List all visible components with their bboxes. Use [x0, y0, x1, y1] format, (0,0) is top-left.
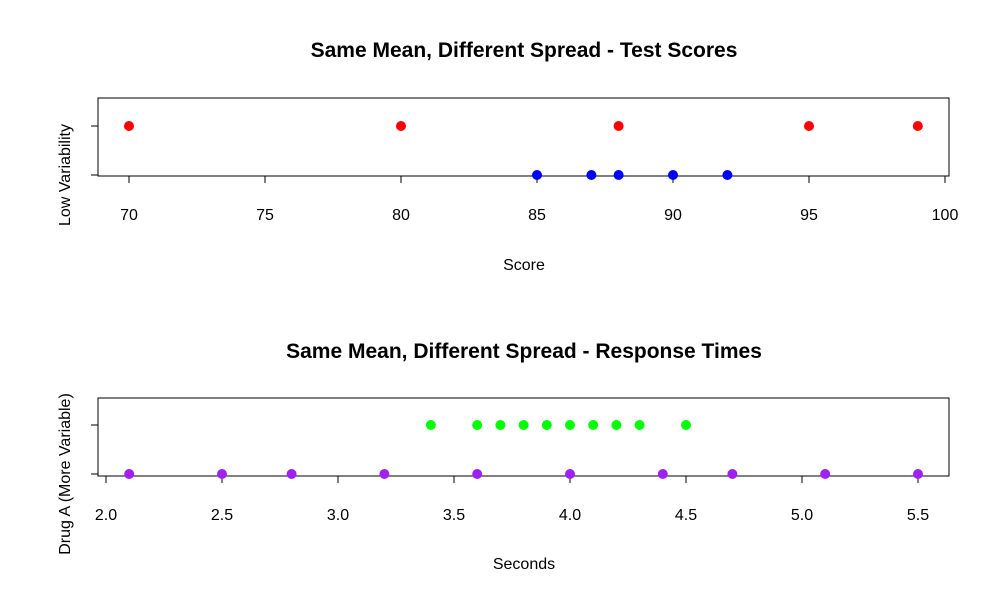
chart-title: Same Mean, Different Spread - Response T…: [286, 340, 762, 363]
y-axis: [91, 424, 98, 475]
data-point-series-2: [820, 469, 831, 479]
data-points: [124, 420, 923, 479]
x-tick-label: 100: [932, 207, 959, 224]
data-point-series-1: [425, 420, 436, 430]
data-point-series-1: [495, 420, 506, 430]
data-point-series-2: [913, 469, 923, 479]
data-point-series-2: [613, 170, 624, 180]
data-point-series-1: [611, 420, 622, 430]
data-point-series-2: [379, 469, 390, 479]
data-point-series-2: [472, 469, 483, 479]
x-tick-label: 75: [256, 207, 274, 224]
x-axis: 70 75 80 85 90 95 100: [120, 175, 959, 224]
x-tick-label: 4.5: [675, 507, 697, 524]
data-points: [124, 121, 923, 180]
data-point-series-1: [472, 420, 483, 430]
chart-panel-test-scores: Same Mean, Different Spread - Test Score…: [57, 39, 958, 274]
data-point-series-2: [586, 170, 597, 180]
data-point-series-1: [396, 121, 406, 131]
x-tick-label: 80: [392, 207, 410, 224]
data-point-series-1: [634, 420, 645, 430]
data-point-series-1: [613, 121, 624, 131]
x-tick-label: 5.5: [907, 507, 929, 524]
data-point-series-2: [727, 469, 738, 479]
data-point-series-1: [518, 420, 529, 430]
x-tick-label: 90: [664, 207, 682, 224]
chart-title: Same Mean, Different Spread - Test Score…: [311, 39, 738, 62]
x-tick-label: 95: [800, 207, 818, 224]
data-point-series-1: [804, 121, 814, 131]
x-tick-label: 4.0: [559, 507, 581, 524]
chart-panel-response-times: Same Mean, Different Spread - Response T…: [57, 340, 950, 573]
data-point-series-2: [532, 170, 542, 180]
y-axis-label: Drug A (More Variable): [57, 393, 74, 555]
x-tick-label: 3.5: [443, 507, 465, 524]
data-point-series-2: [668, 170, 678, 180]
x-tick-label: 70: [120, 207, 138, 224]
data-point-series-1: [124, 121, 134, 131]
data-point-series-1: [541, 420, 552, 430]
y-axis: [91, 125, 98, 176]
data-point-series-2: [722, 170, 733, 180]
x-tick-label: 2.0: [95, 507, 117, 524]
x-tick-label: 3.0: [327, 507, 349, 524]
x-axis-label: Score: [503, 257, 545, 274]
data-point-series-2: [657, 469, 668, 479]
data-point-series-1: [565, 420, 575, 430]
x-axis: 2.0 2.5 3.0 3.5 4.0 4.5 5.0 5.5: [95, 475, 929, 524]
data-point-series-2: [217, 469, 227, 479]
data-point-series-2: [286, 469, 297, 479]
x-tick-label: 2.5: [211, 507, 233, 524]
plot-frame: [97, 397, 950, 477]
data-point-series-1: [588, 420, 599, 430]
data-point-series-2: [124, 469, 135, 479]
x-tick-label: 85: [528, 207, 546, 224]
plot-frame: [97, 97, 950, 177]
x-tick-label: 5.0: [791, 507, 813, 524]
y-axis-label: Low Variability: [57, 124, 74, 226]
data-point-series-1: [681, 420, 691, 430]
data-point-series-1: [912, 121, 923, 131]
x-axis-label: Seconds: [493, 556, 555, 573]
data-point-series-2: [565, 469, 575, 479]
